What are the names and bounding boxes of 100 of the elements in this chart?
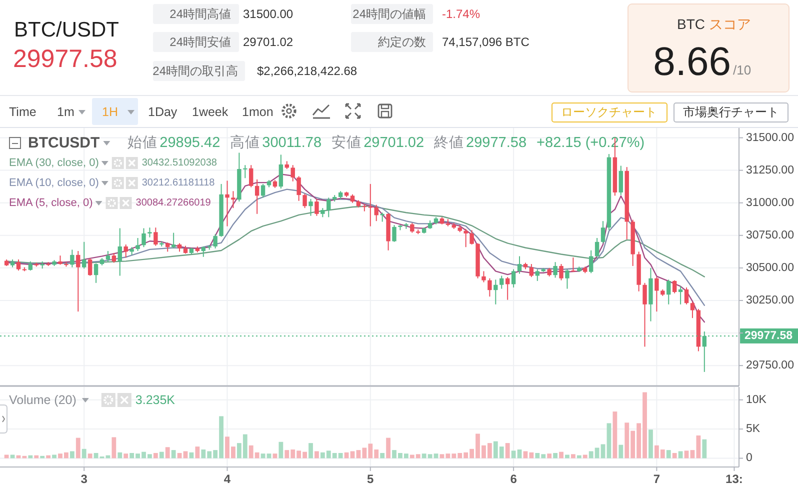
candlestick <box>618 165 624 196</box>
text: BTC/USDT <box>14 18 120 42</box>
candlestick <box>470 230 474 246</box>
text: 1H <box>102 105 118 119</box>
x-tick-label: 4 <box>224 472 231 486</box>
candlestick <box>410 222 414 234</box>
candlestick <box>296 176 301 202</box>
candlestick <box>678 286 683 305</box>
text: Time <box>9 105 36 119</box>
bar <box>553 452 558 458</box>
candlestick <box>231 190 236 209</box>
text: 8.66 <box>653 40 731 84</box>
x-tick-label: 6 <box>510 472 518 486</box>
candlestick <box>136 237 140 252</box>
candlestick <box>112 252 116 264</box>
candlestick <box>70 249 74 268</box>
annotation: 高値 <box>230 134 260 151</box>
candlestick <box>94 262 98 284</box>
text: $2,266,218,422.68 <box>257 64 358 78</box>
text: 74,157,096 BTC <box>442 35 530 49</box>
candlestick <box>278 154 284 190</box>
candlestick <box>666 279 671 305</box>
text: 24時間の値幅 <box>352 7 426 21</box>
text: EMA (30, close, 0) <box>9 157 99 169</box>
candlestick <box>690 301 695 319</box>
candlestick <box>148 227 152 238</box>
candlestick <box>124 244 128 258</box>
candlestick <box>368 183 372 227</box>
candlestick <box>482 270 486 283</box>
ref-line-label: 29977.58 <box>744 330 794 342</box>
y-tick-label: 0 <box>746 452 752 464</box>
candlestick <box>201 246 206 258</box>
bar <box>52 454 56 458</box>
bar <box>678 451 683 458</box>
candlestick <box>571 257 576 272</box>
bar <box>570 454 576 458</box>
bar <box>505 443 510 458</box>
candlestick <box>16 258 21 272</box>
candlestick <box>88 258 92 276</box>
text: 24時間の取引高 <box>152 64 238 78</box>
annotation: 30432.51092038 <box>142 158 218 168</box>
candlestick <box>488 278 492 298</box>
candlestick <box>142 228 146 248</box>
candlestick <box>249 164 254 188</box>
y-tick-label: 29750.00 <box>746 360 794 372</box>
bar <box>666 450 671 458</box>
bar <box>112 437 116 458</box>
text: 29701.02 <box>243 35 294 49</box>
candlestick <box>171 232 176 249</box>
annotation: 29977.58 <box>466 135 527 151</box>
bar <box>82 448 86 458</box>
text: 29977.58 <box>13 45 118 73</box>
text: 市場奥行チャート <box>683 105 779 119</box>
text: 1m <box>57 105 74 119</box>
annotation: 29895.42 <box>160 135 220 151</box>
y-tick-label: 5K <box>746 423 760 436</box>
chart-title: BTCUSDT <box>28 134 100 152</box>
text: 24時間高値 <box>170 7 231 21</box>
bar <box>88 454 92 458</box>
bar <box>308 443 313 458</box>
candlestick <box>494 279 498 305</box>
x-tick-label: 5 <box>367 472 374 486</box>
candlestick <box>166 242 170 252</box>
candlestick <box>362 204 367 212</box>
candlestick <box>302 193 307 209</box>
bar <box>672 452 677 458</box>
annotation: 3.235K <box>135 393 176 407</box>
x-tick-label: 13: <box>726 472 743 486</box>
bar <box>684 450 689 458</box>
bar <box>606 423 612 458</box>
text: ローソクチャート <box>561 105 657 119</box>
bar <box>582 454 588 458</box>
text: BTC <box>677 16 705 32</box>
bar <box>350 451 355 458</box>
candlestick <box>118 228 122 276</box>
candlestick <box>326 197 331 218</box>
bar <box>165 447 170 458</box>
text: Volume (20) <box>9 393 76 407</box>
bar <box>70 451 74 458</box>
x-tick-label: 3 <box>80 472 88 486</box>
annotation: 安値 <box>332 134 362 151</box>
y-tick-label: 30500.00 <box>746 262 794 274</box>
bar <box>124 454 128 458</box>
y-tick-label: 30750.00 <box>746 229 794 242</box>
candlestick <box>320 208 325 218</box>
candlestick <box>594 237 600 258</box>
bar <box>153 452 158 458</box>
candlestick <box>314 198 319 216</box>
candlestick <box>28 260 33 272</box>
candlestick <box>588 250 594 274</box>
annotation: 30084.27266019 <box>136 198 212 208</box>
candlestick <box>600 220 606 244</box>
bar <box>183 451 188 458</box>
bar <box>648 430 653 458</box>
text: 1Day <box>148 105 178 119</box>
candlestick <box>106 250 110 263</box>
candlestick <box>82 241 86 270</box>
text: 1mon <box>242 105 274 119</box>
candlestick <box>672 280 677 294</box>
candlestick <box>392 224 396 242</box>
